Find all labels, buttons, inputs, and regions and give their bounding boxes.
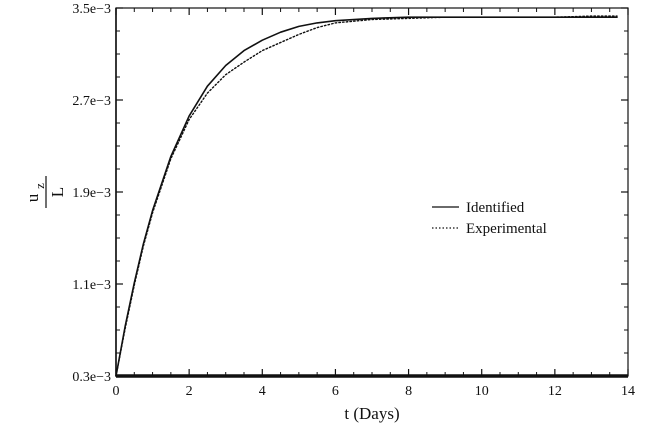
y-tick-label: 1.1e−3 bbox=[72, 278, 111, 293]
series-line-experimental bbox=[115, 15, 618, 377]
legend: Identified Experimental bbox=[432, 200, 547, 237]
series-layer bbox=[115, 15, 618, 377]
x-tick-label: 14 bbox=[621, 384, 635, 399]
y-tick-label: 2.7e−3 bbox=[72, 94, 111, 109]
x-tick-label: 6 bbox=[332, 384, 339, 399]
x-tick-label: 0 bbox=[113, 384, 120, 399]
x-tick-label: 8 bbox=[405, 384, 412, 399]
x-tick-label: 12 bbox=[548, 384, 562, 399]
y-tick-label: 1.9e−3 bbox=[72, 186, 111, 201]
plot-frame bbox=[115, 7, 629, 377]
legend-label-experimental: Experimental bbox=[466, 221, 547, 237]
series-line-identified bbox=[115, 16, 618, 377]
y-tick-label: 0.3e−3 bbox=[72, 370, 111, 385]
y-axis-label-subscript: z bbox=[32, 183, 47, 189]
x-tick-label: 2 bbox=[186, 384, 193, 399]
y-axis-label: u z L bbox=[23, 176, 67, 208]
y-axis-label-numerator: u bbox=[23, 193, 42, 202]
y-tick-label: 3.5e−3 bbox=[72, 2, 111, 17]
x-ticks: 0 2 4 6 8 10 12 14 bbox=[113, 8, 635, 399]
y-ticks: 0.3e−3 1.1e−3 1.9e−3 2.7e−3 3.5e−3 bbox=[72, 2, 628, 385]
x-axis-label: t (Days) bbox=[344, 404, 399, 423]
y-axis-label-denominator: L bbox=[48, 187, 67, 197]
x-tick-label: 4 bbox=[259, 384, 266, 399]
x-tick-label: 10 bbox=[475, 384, 489, 399]
legend-label-identified: Identified bbox=[466, 200, 525, 216]
